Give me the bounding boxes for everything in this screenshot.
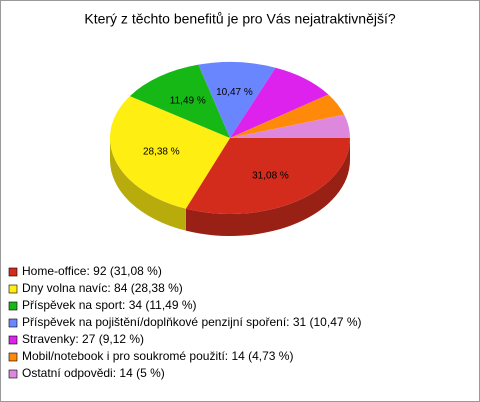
legend-swatch (8, 267, 18, 277)
slice (230, 114, 350, 138)
legend-swatch (8, 284, 18, 294)
slice-side (185, 138, 350, 236)
slice-label: 28,38 % (143, 146, 180, 157)
slice (230, 67, 329, 138)
legend-swatch (8, 301, 18, 311)
legend-label: Příspěvek na sport: 34 (11,49 %) (22, 298, 197, 312)
slice (198, 62, 276, 138)
slice (129, 64, 230, 138)
slice (230, 94, 345, 138)
legend-label: Stravenky: 27 (9,12 %) (22, 332, 144, 346)
chart-title: Který z těchto benefitů je pro Vás nejat… (84, 11, 395, 27)
slice (185, 138, 350, 214)
slice (109, 96, 230, 209)
legend-swatch (8, 369, 18, 379)
slice-label: 31,08 % (252, 170, 289, 181)
slice-label: 10,47 % (216, 87, 253, 98)
legend-label: Mobil/notebook i pro soukromé použití: 1… (22, 349, 293, 363)
legend-label: Příspěvek na pojištění/doplňkové penzijn… (22, 315, 362, 329)
legend-swatch (8, 318, 18, 328)
legend-label: Dny volna navíc: 84 (28,38 %) (22, 281, 183, 295)
legend-label: Ostatní odpovědi: 14 (5 %) (22, 366, 165, 380)
legend-swatch (8, 335, 18, 345)
legend-label: Home-office: 92 (31,08 %) (22, 264, 162, 278)
legend-swatch (8, 352, 18, 362)
slice-label: 11,49 % (170, 96, 206, 107)
slice-side (110, 138, 186, 231)
